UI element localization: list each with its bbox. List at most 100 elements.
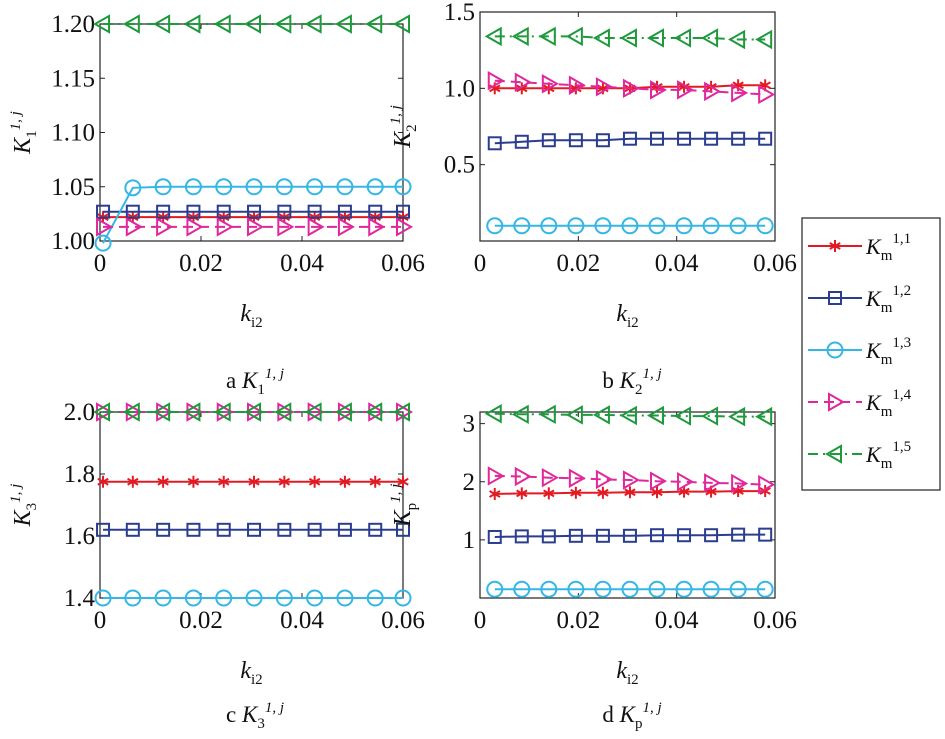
series-m12 (96, 204, 410, 219)
data-point-m11 (678, 485, 690, 498)
data-point-m13 (275, 589, 293, 607)
data-point-m15 (701, 406, 719, 426)
y-tick-label: 1.4 (64, 585, 96, 612)
data-point-m11 (187, 475, 200, 488)
data-point-m15 (93, 14, 111, 34)
data-point-m14 (677, 80, 695, 100)
y-tick-label: 3 (463, 411, 476, 438)
data-point-m15 (334, 14, 352, 34)
data-point-m14 (396, 217, 414, 237)
legend-entry-m13: Km1,3 (808, 335, 911, 368)
data-point-m12 (704, 528, 719, 543)
data-point-m14 (650, 80, 668, 100)
data-point-m12 (622, 131, 637, 146)
data-point-m12 (514, 529, 529, 544)
data-point-m12 (216, 522, 231, 537)
data-point-m15 (565, 405, 583, 425)
legend-marker-m15 (824, 444, 842, 464)
data-point-m13 (366, 589, 384, 607)
data-point-m14 (731, 83, 749, 103)
y-tick-label: 1.20 (51, 11, 95, 38)
data-point-m14 (514, 72, 532, 92)
series-m13 (94, 589, 412, 607)
legend-entry-m15: Km1,5 (808, 439, 911, 472)
data-point-m13 (394, 589, 412, 607)
data-point-m12 (247, 204, 262, 219)
data-point-m13 (94, 234, 112, 252)
data-point-m13 (215, 178, 233, 196)
x-axis-label: ki2 (240, 301, 262, 331)
data-point-m15 (484, 404, 502, 424)
data-point-m13 (756, 217, 774, 235)
data-point-m11 (157, 475, 169, 488)
series-m11 (97, 475, 409, 488)
x-tick-label: 0 (474, 607, 487, 634)
series-m14 (487, 466, 776, 495)
data-point-m15 (365, 14, 383, 34)
y-tick-label: 1.6 (64, 523, 95, 550)
panel-a: 0 0.02 0.04 0.06 1.00 1.05 1.10 1.15 1.20 K11, j k… (8, 11, 425, 398)
data-point-m12 (96, 204, 111, 219)
y-tick-label: 1.5 (444, 0, 475, 26)
data-point-m11 (597, 486, 609, 499)
data-point-m15 (183, 14, 201, 34)
data-point-m14 (704, 81, 722, 102)
data-point-m15 (183, 402, 201, 422)
data-point-m13 (336, 178, 354, 196)
y-tick-label: 1.15 (51, 65, 95, 92)
data-point-m14 (568, 468, 586, 488)
plot-frame (479, 411, 776, 599)
legend-marker-m14 (828, 392, 846, 412)
data-point-m15 (592, 28, 610, 48)
data-point-m14 (541, 467, 559, 488)
data-point-m12 (677, 528, 692, 543)
data-point-m11 (248, 475, 260, 488)
x-axis-label: ki2 (616, 301, 638, 331)
data-point-m12 (337, 204, 352, 219)
data-point-m12 (622, 528, 637, 543)
series-line-m14 (494, 474, 766, 486)
data-point-m15 (122, 14, 140, 34)
data-point-m14 (622, 470, 640, 490)
data-point-m14 (216, 217, 234, 237)
data-point-m12 (247, 522, 262, 537)
data-point-m12 (396, 522, 410, 537)
panel-b: 0 0.02 0.04 0.06 0.5 1.0 1.5 K21, j ki2 b K21, j (388, 0, 797, 398)
legend: Km1,1 Km1,2 Km1,3 Km1,4 Km1,5 (801, 217, 941, 491)
data-point-m14 (568, 75, 586, 96)
data-point-m14 (125, 217, 143, 237)
data-point-m12 (677, 131, 692, 146)
data-point-m11 (339, 475, 351, 488)
x-tick-label: 0.06 (381, 250, 425, 277)
data-point-m12 (368, 204, 383, 219)
x-tick-label: 0.04 (280, 607, 324, 634)
series-line-m15 (494, 35, 766, 41)
data-point-m12 (216, 204, 231, 219)
legend-label: Km1,1 (865, 231, 911, 264)
y-tick-label: 1.00 (51, 228, 95, 255)
data-point-m12 (186, 204, 201, 219)
data-point-m15 (592, 405, 610, 425)
data-point-m12 (568, 133, 583, 148)
data-point-m11 (516, 82, 528, 95)
panel-caption: a K11, j (226, 366, 284, 398)
y-tick-label: 1.10 (51, 120, 95, 147)
data-point-m15 (511, 404, 529, 425)
data-point-m14 (514, 466, 532, 487)
data-point-m12 (650, 528, 664, 543)
data-point-m13 (394, 178, 412, 196)
legend-box (801, 217, 941, 491)
data-point-m13 (540, 580, 558, 598)
data-point-m11 (218, 475, 230, 488)
y-axis-label: K21, j (388, 105, 420, 149)
data-point-m13 (594, 217, 612, 235)
data-point-m12 (96, 522, 111, 537)
data-point-m15 (304, 402, 322, 422)
data-point-m15 (619, 28, 637, 48)
x-tick-label: 0.04 (655, 250, 699, 277)
series-m12 (487, 527, 773, 544)
y-tick-label: 2 (463, 469, 476, 496)
data-point-m15 (674, 406, 692, 426)
